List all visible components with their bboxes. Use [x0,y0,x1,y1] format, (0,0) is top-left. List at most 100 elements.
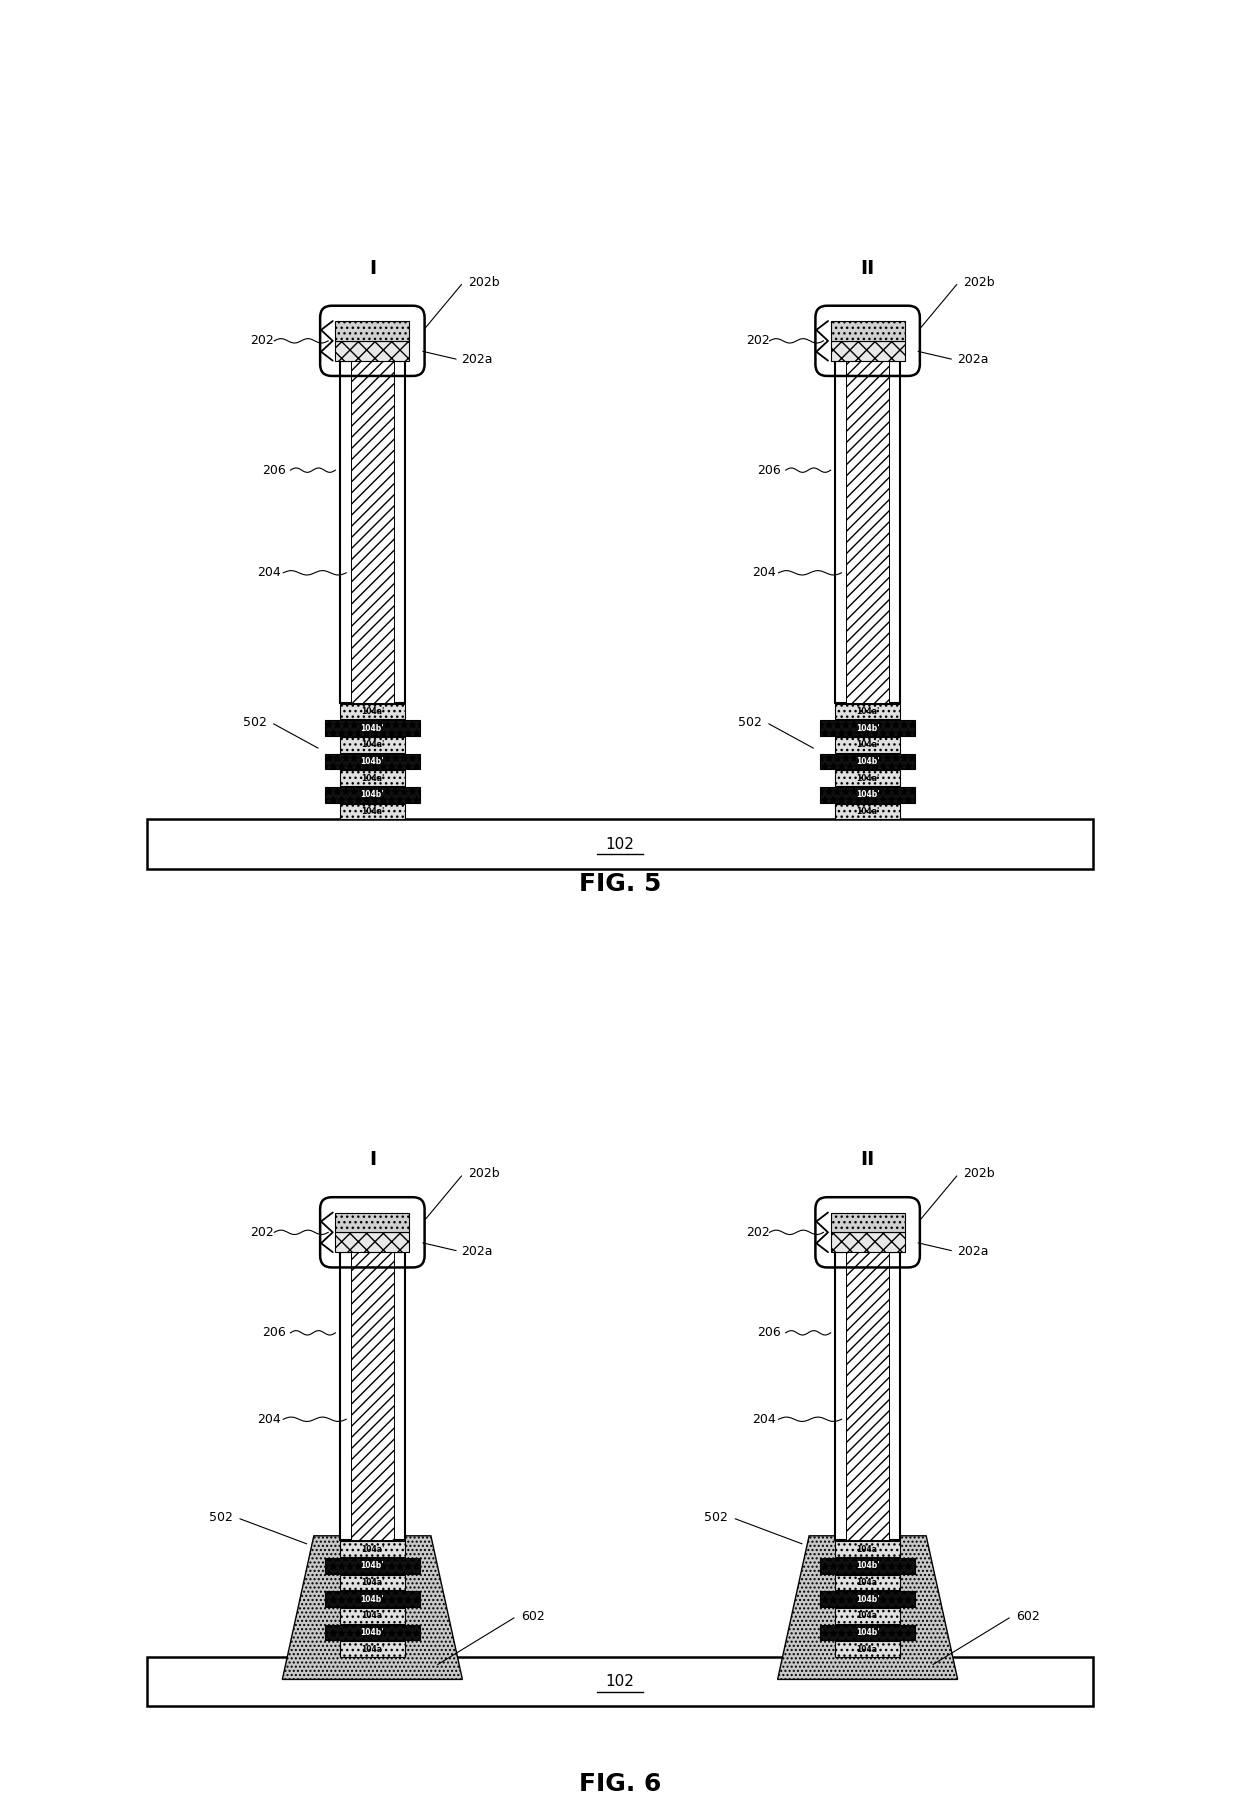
Polygon shape [777,1536,957,1679]
Bar [340,1542,404,1556]
Text: 204: 204 [257,566,280,580]
Text: 104b': 104b' [856,1594,879,1603]
Text: 104b': 104b' [361,1594,384,1603]
Bar [336,1232,409,1252]
Text: 104b': 104b' [856,791,879,800]
Bar [836,1608,900,1625]
Text: 502: 502 [738,717,761,729]
Text: 206: 206 [758,1326,781,1340]
Text: 104b': 104b' [856,724,879,733]
Bar [325,720,419,737]
Text: 202: 202 [745,1226,770,1239]
Bar [340,1574,404,1590]
Bar [325,787,419,803]
Text: 202: 202 [250,335,274,348]
Text: I: I [368,1151,376,1169]
Bar [836,704,900,719]
Bar [821,1558,915,1574]
Bar [336,340,409,360]
Bar [351,360,394,702]
Bar [325,753,419,769]
Text: 502: 502 [704,1511,728,1524]
Bar [325,1625,419,1641]
Text: 104b': 104b' [856,1628,879,1637]
Text: II: II [861,259,874,277]
Bar [340,803,404,819]
Bar [148,1657,1092,1707]
Text: 202b: 202b [467,276,500,288]
Bar [148,819,1092,868]
Text: 104b': 104b' [361,1628,384,1637]
Text: 202b: 202b [467,1167,500,1180]
Text: 104a': 104a' [856,740,879,749]
Text: FIG. 6: FIG. 6 [579,1772,661,1797]
Bar [846,1252,889,1540]
Bar [831,340,904,360]
Bar [836,1574,900,1590]
Text: 202a: 202a [461,1244,494,1257]
Polygon shape [283,1536,463,1679]
Text: 202a: 202a [957,1244,988,1257]
Text: 104a': 104a' [856,1644,879,1653]
Bar [836,360,900,702]
Text: 502: 502 [243,717,267,729]
Text: 104a': 104a' [361,1644,384,1653]
Text: FIG. 5: FIG. 5 [579,872,661,895]
Text: 104b': 104b' [856,756,879,765]
Text: 104b': 104b' [361,756,384,765]
Bar [325,1558,419,1574]
Text: 104a': 104a' [361,708,384,717]
Text: 206: 206 [262,1326,286,1340]
Text: 104b': 104b' [361,791,384,800]
Text: 602: 602 [1017,1610,1040,1623]
Text: 204: 204 [257,1412,280,1426]
Text: 206: 206 [262,463,286,477]
Bar [821,753,915,769]
Bar [336,321,409,340]
Text: I: I [368,259,376,277]
Text: II: II [861,1151,874,1169]
Text: 202: 202 [250,1226,274,1239]
Bar [340,1252,404,1540]
Text: 202a: 202a [461,353,494,366]
Text: 102: 102 [605,1675,635,1689]
Text: 104a': 104a' [361,1612,384,1621]
Text: 104a': 104a' [361,1578,384,1587]
Text: 104a': 104a' [856,774,879,783]
Bar [836,803,900,819]
Bar [836,1641,900,1657]
Text: 104a': 104a' [856,708,879,717]
Text: 104a': 104a' [856,1578,879,1587]
Text: 104b': 104b' [361,724,384,733]
Bar [340,737,404,753]
Bar [831,1212,904,1232]
Text: 202b: 202b [963,1167,994,1180]
Bar [846,360,889,702]
Bar [340,360,404,702]
Text: 104b': 104b' [361,1561,384,1570]
Bar [821,720,915,737]
Text: 202a: 202a [957,353,988,366]
Bar [831,321,904,340]
Text: 104a': 104a' [856,807,879,816]
Bar [821,1625,915,1641]
Text: 102: 102 [605,837,635,852]
Bar [836,1542,900,1556]
Text: 204: 204 [751,1412,776,1426]
Bar [836,737,900,753]
Bar [351,1252,394,1540]
Bar [336,1212,409,1232]
Text: 104a': 104a' [361,807,384,816]
Bar [340,1608,404,1625]
Text: 502: 502 [208,1511,233,1524]
Text: 104a': 104a' [856,1545,879,1554]
Text: 104a': 104a' [856,1612,879,1621]
Bar [831,1232,904,1252]
Text: 204: 204 [751,566,776,580]
Text: 104a': 104a' [361,740,384,749]
Text: 104a': 104a' [361,774,384,783]
Bar [340,1641,404,1657]
Text: 206: 206 [758,463,781,477]
Text: 202b: 202b [963,276,994,288]
Bar [836,771,900,785]
